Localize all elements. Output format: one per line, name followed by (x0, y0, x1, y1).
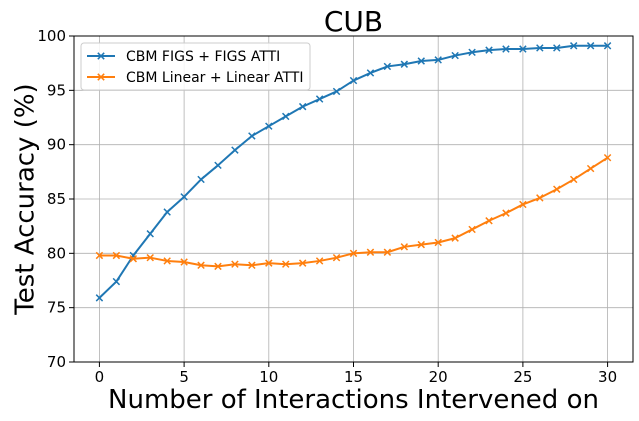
y-tick-label: 80 (47, 244, 66, 262)
data-point-marker (434, 56, 442, 64)
data-point-marker (417, 57, 425, 65)
data-point-marker (214, 161, 222, 170)
data-point-marker (366, 69, 375, 77)
data-point-marker (180, 258, 188, 266)
data-point-marker (536, 44, 544, 52)
x-tick-label: 0 (95, 368, 105, 386)
data-point-marker (298, 102, 307, 111)
data-point-marker (298, 259, 307, 267)
data-point-marker (569, 42, 578, 50)
data-point-marker (146, 253, 154, 262)
data-point-marker (214, 262, 222, 271)
data-point-marker (603, 42, 612, 50)
data-point-marker (400, 60, 409, 68)
legend-item: CBM FIGS + FIGS ATTI (87, 49, 280, 65)
data-point-marker (485, 217, 493, 225)
data-point-marker (332, 87, 341, 96)
data-point-marker (248, 261, 256, 270)
data-point-marker (451, 234, 459, 242)
data-point-marker (163, 208, 171, 216)
data-point-marker (468, 225, 476, 234)
data-point-marker (569, 175, 578, 184)
data-point-marker (197, 175, 205, 184)
data-point-marker (95, 251, 104, 260)
legend-marker (97, 52, 105, 60)
y-tick-label: 95 (47, 81, 66, 99)
data-point-marker (519, 200, 527, 209)
x-tick-label: 20 (429, 368, 448, 386)
legend-item: CBM Linear + Linear ATTI (87, 70, 304, 86)
data-point-marker (112, 251, 121, 260)
x-tick-label: 30 (598, 368, 617, 386)
x-tick-label: 25 (513, 368, 532, 386)
x-tick-label: 10 (259, 368, 278, 386)
data-point-marker (553, 185, 561, 193)
data-point-marker (434, 238, 442, 247)
data-point-marker (282, 260, 290, 268)
data-point-marker (349, 76, 358, 85)
data-point-marker (248, 132, 256, 140)
data-point-marker (553, 44, 561, 52)
data-point-marker (586, 42, 595, 50)
data-point-marker (519, 45, 527, 53)
y-axis-title: Test Accuracy (%) (11, 83, 41, 315)
data-point-marker (282, 112, 290, 121)
data-point-marker (383, 62, 392, 71)
data-point-marker (586, 164, 595, 173)
data-point-marker (603, 153, 612, 162)
data-point-marker (536, 194, 544, 202)
data-point-marker (383, 248, 392, 256)
y-tick-label: 90 (47, 136, 66, 154)
legend-marker (97, 73, 105, 81)
data-point-marker (315, 257, 324, 265)
data-point-marker (451, 51, 459, 60)
data-point-marker (231, 146, 239, 154)
data-point-marker (231, 260, 239, 268)
data-point-marker (502, 45, 510, 53)
data-point-marker (332, 253, 341, 262)
data-point-marker (129, 255, 138, 263)
data-point-marker (417, 240, 425, 249)
y-tick-label: 75 (47, 299, 66, 317)
data-point-marker (400, 243, 409, 251)
legend-label: CBM Linear + Linear ATTI (126, 70, 304, 86)
ticks: 0 5 10 15 20 25 30 70 75 80 85 90 95 100 (37, 27, 617, 386)
legend: CBM FIGS + FIGS ATTI CBM Linear + Linear … (80, 42, 311, 91)
series-layer (95, 42, 612, 302)
data-point-marker (180, 193, 188, 201)
data-point-marker (265, 122, 273, 130)
series-2 (95, 153, 612, 271)
data-point-marker (468, 48, 476, 57)
x-tick-label: 5 (179, 368, 189, 386)
x-axis-title: Number of Interactions Intervened on (108, 385, 599, 415)
data-point-marker (95, 294, 104, 302)
data-point-marker (197, 261, 205, 270)
data-point-marker (349, 249, 358, 258)
y-tick-label: 70 (47, 353, 66, 371)
chart-title: CUB (324, 5, 383, 38)
data-point-marker (112, 277, 121, 286)
data-point-marker (265, 259, 273, 267)
legend-label: CBM FIGS + FIGS ATTI (126, 49, 280, 65)
data-point-marker (146, 230, 154, 238)
legend-box (80, 42, 311, 91)
data-point-marker (163, 257, 171, 265)
data-point-marker (502, 209, 510, 217)
y-tick-label: 100 (37, 27, 66, 45)
data-point-marker (366, 248, 375, 256)
x-tick-label: 15 (344, 368, 363, 386)
data-point-marker (485, 46, 493, 54)
y-tick-label: 85 (47, 190, 66, 208)
data-point-marker (315, 95, 324, 103)
